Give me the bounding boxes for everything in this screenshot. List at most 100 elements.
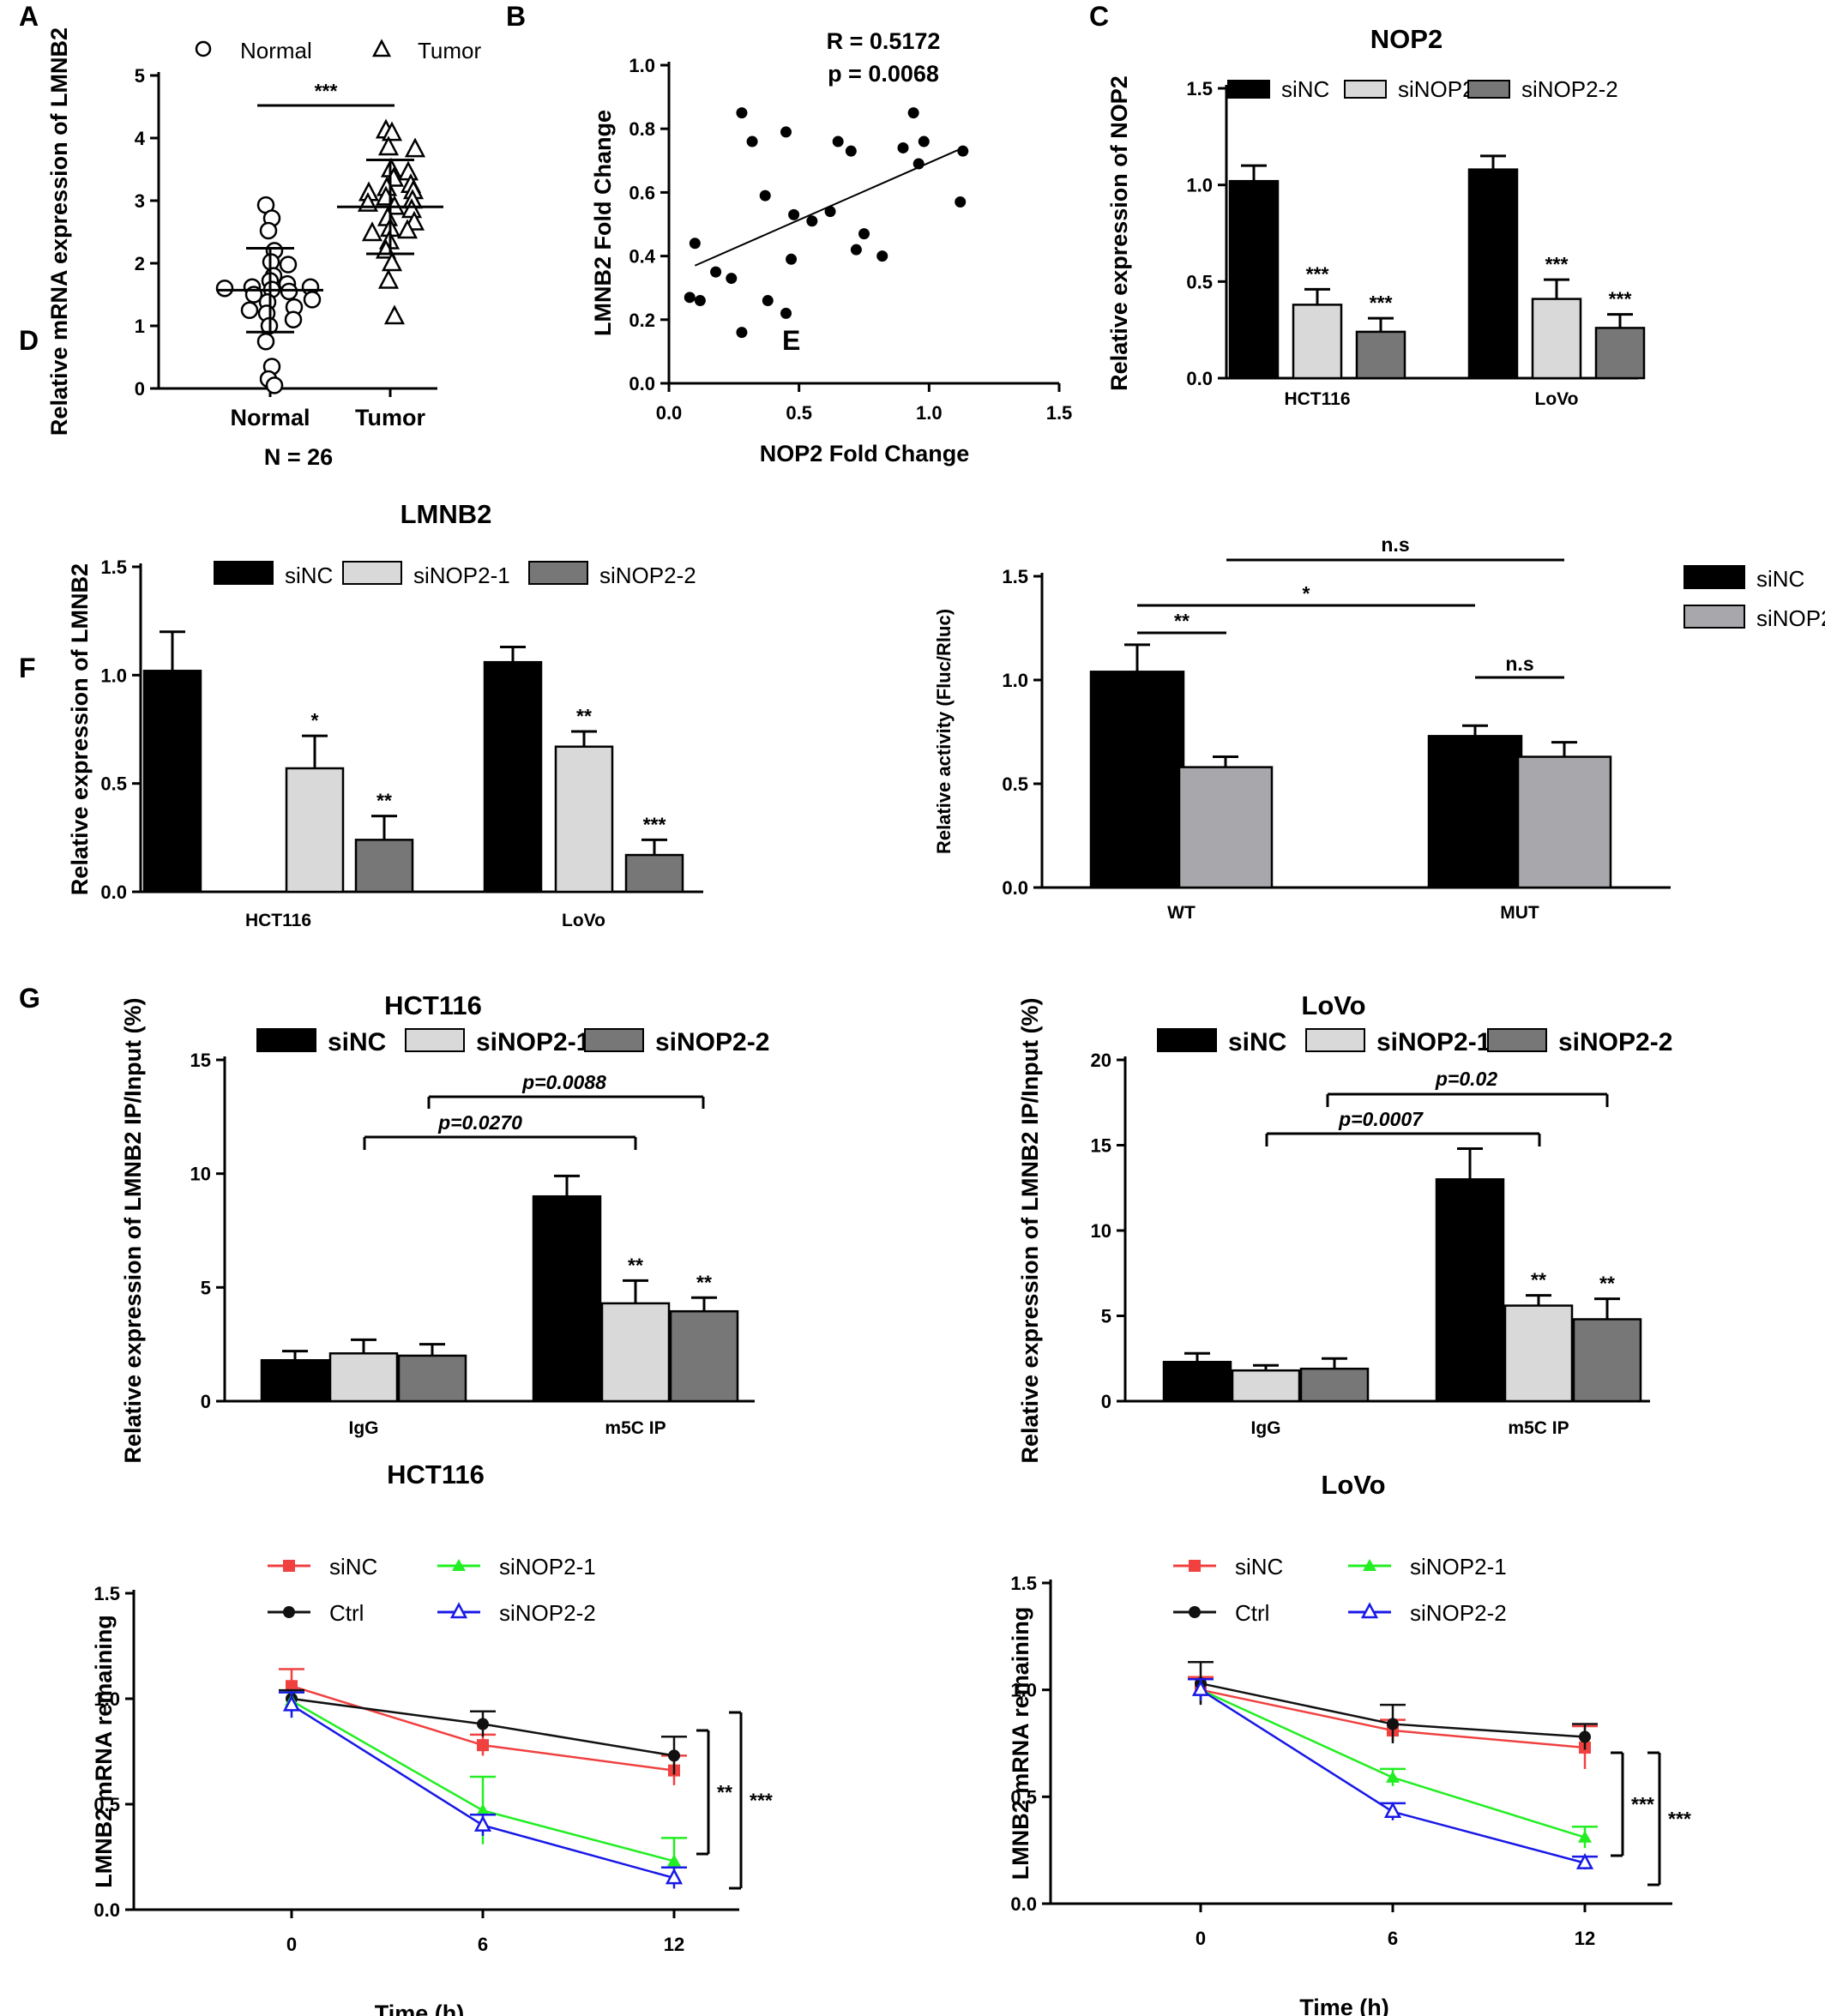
- data-point: [845, 145, 857, 157]
- legend-marker-ctrl: [283, 1606, 295, 1618]
- panel-label: B: [506, 1, 526, 32]
- y-axis-label: LMNB2 mRNA remaining: [91, 1615, 117, 1888]
- y-tick-label: 0: [135, 378, 145, 400]
- panel-d-chart: 0.00.51.01.5***HCT116*****LoVoLMNB2Relat…: [67, 499, 703, 930]
- data-point: [694, 295, 706, 307]
- x-tick-label: 12: [664, 1934, 684, 1955]
- chart-title: NOP2: [1370, 24, 1443, 54]
- correlation-r: R = 0.5172: [827, 28, 941, 54]
- y-tick-label: 1.5: [93, 1583, 120, 1604]
- data-point-sinop2-2: [1575, 1852, 1594, 1869]
- comparison-stars: *: [1303, 582, 1310, 605]
- panel-a-chart: 0 1 2 3 4 5 Normal Tumor Relative mRNA expressio…: [46, 27, 481, 470]
- data-point: [762, 295, 774, 307]
- tumor-point: [361, 221, 383, 242]
- bar-sinc: [1089, 671, 1185, 889]
- y-tick-label: 1.0: [1186, 175, 1213, 196]
- panel-labels: A B C D E F G: [19, 1, 1109, 1014]
- data-point: [918, 135, 930, 147]
- y-tick-label: 2: [135, 253, 145, 274]
- tumor-point: [404, 137, 426, 158]
- bar-sinop2-2: [1355, 330, 1406, 380]
- y-tick-label: 1.5: [100, 557, 127, 578]
- y-tick-label: 0.0: [1002, 877, 1028, 899]
- chart-title: HCT116: [387, 1459, 485, 1489]
- data-point-sinop2-2: [665, 1868, 684, 1885]
- y-tick-label: 1.0: [100, 665, 127, 686]
- normal-point: [284, 310, 303, 328]
- correlation-p: p = 0.0068: [828, 61, 939, 87]
- x-category-label: m5C IP: [605, 1418, 666, 1438]
- legend-marker-sinop2-2: [449, 1602, 468, 1619]
- y-tick-label: 0.5: [1186, 271, 1213, 292]
- data-point: [858, 228, 870, 240]
- legend-label: siNOP2-2: [1558, 1028, 1672, 1056]
- bar-sinop2-1: [328, 1352, 399, 1403]
- tumor-point: [377, 268, 400, 289]
- bar-sinop2-1: [554, 745, 614, 894]
- legend-swatch-sinop2-2: [528, 561, 588, 585]
- bar-sinop2-1: [285, 767, 345, 894]
- x-axis-label: Time (h): [375, 2001, 465, 2016]
- legend-label: siNC: [1235, 1554, 1283, 1580]
- y-tick-label: 1.5: [1186, 78, 1213, 99]
- panel-g-hct116-chart: 0.0 0.5 1.0 1.5 0 6 12 Time (h) LMNB2 mRNA remai…: [91, 1459, 773, 2016]
- y-tick-label: 0.8: [629, 118, 655, 140]
- y-axis-label: Relative expression of NOP2: [1106, 75, 1132, 391]
- x-tick-label: 0: [1196, 1928, 1206, 1949]
- panel-c-chart: 0.0 0.5 1.0 1.5 *** *** HCT116 *** *** LoVo NOP2 Re…: [1106, 24, 1646, 409]
- panel-f-lovo-chart: 0 5 10 15 20 IgG ** ** m5C IP LoVo Relative expres…: [1017, 990, 1672, 1464]
- bar-sinop2: [1178, 766, 1274, 889]
- bar-sinc: [1467, 168, 1519, 380]
- significance-stars: ***: [315, 80, 338, 102]
- bar-sinop2-2: [669, 1309, 739, 1403]
- legend-marker-sinop2-1: [1363, 1559, 1376, 1571]
- panel-b-chart: 0.0 0.2 0.4 0.6 0.8 1.0 0.0 0.5 1.0 1.5 LMNB2 Fold…: [590, 28, 1072, 466]
- significance-stars: ***: [1668, 1808, 1691, 1830]
- bar-sinop2-2: [1594, 327, 1646, 380]
- significance-stars: **: [628, 1254, 643, 1276]
- x-category-label: Normal: [230, 405, 310, 430]
- legend-swatch-sinop2-1: [1344, 80, 1387, 99]
- bar-sinc: [142, 670, 202, 894]
- legend-label: Ctrl: [329, 1600, 364, 1626]
- x-tick-label: 1.0: [916, 402, 943, 424]
- legend-swatch-sinop2-2: [1487, 1028, 1547, 1052]
- y-tick-label: 15: [190, 1050, 211, 1071]
- y-tick-label: 1.0: [1010, 1680, 1037, 1701]
- significance-stars: *: [311, 709, 319, 731]
- x-category-label: MUT: [1500, 903, 1539, 923]
- data-point-sinc: [477, 1739, 489, 1752]
- panel-label: C: [1089, 1, 1109, 32]
- data-point: [850, 244, 862, 256]
- x-tick-label: 6: [478, 1934, 488, 1955]
- legend-label: siNOP2-1: [1410, 1554, 1507, 1580]
- data-point: [897, 141, 909, 153]
- bar-sinc: [260, 1358, 330, 1403]
- y-tick-label: 0.0: [629, 373, 655, 394]
- y-tick-label: 0.5: [1010, 1786, 1037, 1808]
- legend-label: siNOP2-1: [499, 1554, 596, 1580]
- x-axis-label: Time (h): [1299, 1995, 1389, 2016]
- x-tick-label: 0.0: [656, 402, 683, 424]
- data-point-ctrl: [668, 1749, 680, 1762]
- x-category-label: HCT116: [245, 911, 311, 930]
- legend-label: siNOP2-1: [476, 1028, 590, 1056]
- y-axis-label: Relative activity (Fluc/Rluc): [933, 609, 955, 854]
- legend-label: siNOP2-2: [1521, 76, 1618, 102]
- y-axis-label: Relative expression of LMNB2 IP/Input (%…: [1017, 997, 1043, 1463]
- data-point: [788, 208, 800, 220]
- y-tick-label: 0: [1101, 1391, 1111, 1412]
- significance-stars: **: [576, 705, 592, 727]
- comparison-p-value: p=0.0088: [521, 1071, 606, 1093]
- legend-label: siNOP2-2: [499, 1600, 596, 1626]
- regression-line: [694, 147, 964, 267]
- normal-point: [303, 291, 322, 309]
- y-axis-label: Relative mRNA expression of LMNB2: [46, 27, 72, 436]
- significance-stars: **: [1531, 1269, 1546, 1291]
- tumor-point: [377, 135, 400, 156]
- tumor-point: [396, 219, 419, 239]
- legend-label-tumor: Tumor: [418, 38, 481, 63]
- x-category-label: m5C IP: [1508, 1418, 1569, 1438]
- y-tick-label: 1.0: [93, 1688, 120, 1710]
